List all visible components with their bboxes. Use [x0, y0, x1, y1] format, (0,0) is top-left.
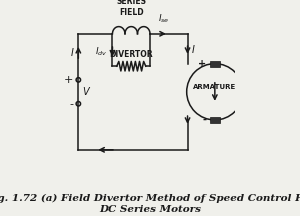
Text: Fig. 1.72 (a) Field Divertor Method of Speed Control For
DC Series Motors: Fig. 1.72 (a) Field Divertor Method of S…	[0, 194, 300, 214]
Text: +: +	[198, 59, 206, 69]
Text: V: V	[82, 87, 88, 97]
Text: I: I	[70, 48, 73, 57]
Text: ARMATURE: ARMATURE	[193, 84, 236, 90]
Text: -: -	[202, 115, 206, 125]
Text: I: I	[192, 45, 195, 55]
Text: -: -	[69, 99, 73, 109]
Bar	[210, 61, 220, 67]
Text: $I_{dv}$: $I_{dv}$	[95, 45, 107, 58]
Text: SERIES
FIELD: SERIES FIELD	[116, 0, 146, 17]
Text: +: +	[64, 75, 73, 85]
Bar	[210, 117, 220, 123]
Text: $I_{se}$: $I_{se}$	[158, 13, 170, 25]
Text: DIVERTOR: DIVERTOR	[110, 50, 153, 59]
